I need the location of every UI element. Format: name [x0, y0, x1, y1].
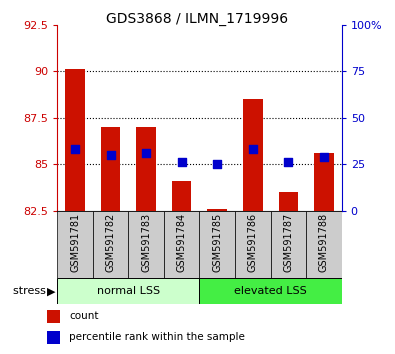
Bar — [164, 211, 199, 278]
Text: GDS3868 / ILMN_1719996: GDS3868 / ILMN_1719996 — [106, 12, 289, 27]
Bar — [306, 211, 342, 278]
Text: GSM591787: GSM591787 — [283, 213, 293, 272]
Text: normal LSS: normal LSS — [97, 286, 160, 296]
Bar — [278, 192, 298, 211]
Text: GSM591786: GSM591786 — [248, 213, 258, 272]
Point — [250, 147, 256, 152]
Bar — [57, 211, 93, 278]
Bar — [57, 278, 199, 304]
Bar — [47, 331, 60, 343]
Bar — [235, 211, 271, 278]
Text: GSM591782: GSM591782 — [105, 213, 116, 272]
Bar — [47, 310, 60, 323]
Bar — [128, 211, 164, 278]
Point — [285, 159, 292, 165]
Text: GSM591783: GSM591783 — [141, 213, 151, 272]
Text: ▶: ▶ — [47, 286, 55, 296]
Bar — [93, 211, 128, 278]
Text: GSM591788: GSM591788 — [319, 213, 329, 272]
Text: stress: stress — [13, 286, 49, 296]
Text: GSM591784: GSM591784 — [177, 213, 187, 272]
Point — [143, 150, 149, 156]
Point — [72, 147, 78, 152]
Bar — [65, 69, 85, 211]
Bar — [101, 127, 120, 211]
Bar — [199, 211, 235, 278]
Text: percentile rank within the sample: percentile rank within the sample — [69, 332, 245, 342]
Point — [107, 152, 114, 158]
Bar — [314, 153, 334, 211]
Bar — [207, 209, 227, 211]
Bar — [243, 99, 263, 211]
Text: count: count — [69, 312, 99, 321]
Text: elevated LSS: elevated LSS — [234, 286, 307, 296]
Text: GSM591785: GSM591785 — [212, 213, 222, 272]
Point — [321, 154, 327, 160]
Bar — [136, 127, 156, 211]
Point — [179, 159, 185, 165]
Bar — [199, 278, 342, 304]
Text: GSM591781: GSM591781 — [70, 213, 80, 272]
Point — [214, 161, 220, 167]
Bar — [172, 181, 192, 211]
Bar — [271, 211, 306, 278]
